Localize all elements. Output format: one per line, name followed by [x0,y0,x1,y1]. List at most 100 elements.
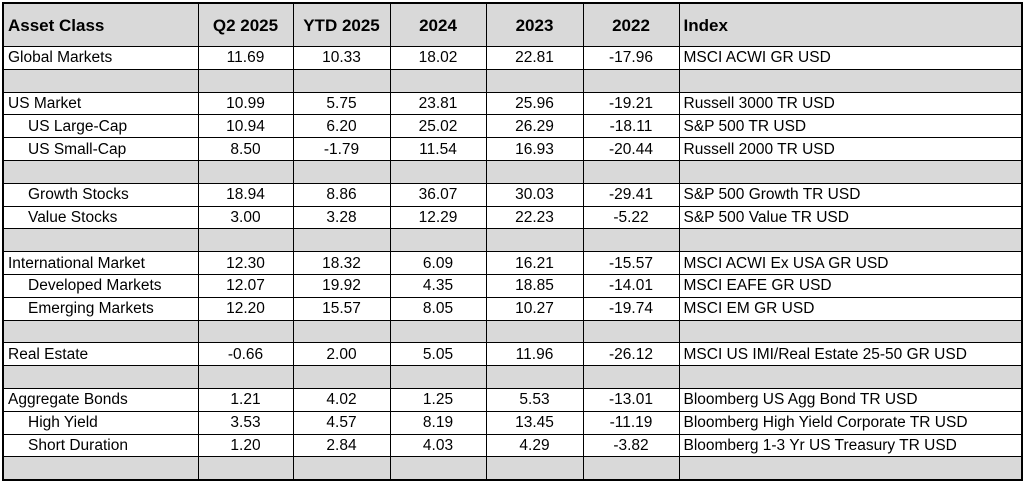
spacer-cell [678,365,1023,389]
2022-cell: -29.41 [582,182,680,207]
2023-cell: 11.96 [485,342,584,367]
q2-2025-cell: 3.53 [197,410,294,435]
asset-class-cell: Value Stocks [2,205,199,230]
table-row: Short Duration 1.20 2.84 4.03 4.29 -3.82 Bloom… [2,433,1023,458]
q2-2025-cell: 8.50 [197,137,294,161]
ytd-2025-cell: -1.79 [292,137,391,161]
index-cell: MSCI US IMI/Real Estate 25-50 GR USD [678,342,1023,367]
asset-class-cell: Emerging Markets [2,296,199,321]
2024-cell: 5.05 [389,342,487,367]
2022-cell: -26.12 [582,342,680,367]
spacer-cell [197,228,294,253]
2022-cell: -11.19 [582,410,680,435]
spacer-cell [197,159,294,184]
header-index: Index [678,2,1023,47]
2024-cell: 1.25 [389,387,487,412]
table-row: Global Markets 11.69 10.33 18.02 22.81 -17.96… [2,46,1023,70]
header-2022: 2022 [582,2,680,47]
header-asset-class: Asset Class [2,2,199,47]
spacer-row [2,68,1023,93]
2023-cell: 22.23 [485,205,584,230]
asset-class-cell: US Market [2,91,199,116]
table-row: High Yield 3.53 4.57 8.19 13.45 -11.19 Bloombe… [2,410,1023,435]
spacer-cell [197,365,294,389]
table-row: Aggregate Bonds 1.21 4.02 1.25 5.53 -13.01 Blo… [2,387,1023,412]
spacer-cell [582,228,680,253]
2024-cell: 11.54 [389,137,487,161]
spacer-row [2,228,1023,253]
2023-cell: 4.29 [485,433,584,458]
asset-class-cell: Real Estate [2,342,199,367]
2024-cell: 4.35 [389,273,487,298]
spacer-cell [389,228,487,253]
q2-2025-cell: 1.20 [197,433,294,458]
2024-cell: 18.02 [389,46,487,70]
2024-cell: 12.29 [389,205,487,230]
ytd-2025-cell: 8.86 [292,182,391,207]
table-row: Developed Markets 12.07 19.92 4.35 18.85 -14.… [2,273,1023,298]
spacer-cell [389,319,487,344]
ytd-2025-cell: 10.33 [292,46,391,70]
ytd-2025-cell: 2.84 [292,433,391,458]
ytd-2025-cell: 4.02 [292,387,391,412]
2023-cell: 10.27 [485,296,584,321]
spacer-cell [485,68,584,93]
2022-cell: -18.11 [582,114,680,139]
table-row: Emerging Markets 12.20 15.57 8.05 10.27 -19.7… [2,296,1023,321]
table-row: Real Estate -0.66 2.00 5.05 11.96 -26.12 MSCI … [2,342,1023,367]
asset-class-cell: Global Markets [2,46,199,70]
2023-cell: 25.96 [485,91,584,116]
spacer-row [2,159,1023,184]
q2-2025-cell: 10.94 [197,114,294,139]
asset-class-cell: US Small-Cap [2,137,199,161]
table-row: US Large-Cap 10.94 6.20 25.02 26.29 -18.11 S&P… [2,114,1023,139]
q2-2025-cell: 12.07 [197,273,294,298]
asset-class-cell: International Market [2,251,199,275]
2022-cell: -17.96 [582,46,680,70]
ytd-2025-cell: 15.57 [292,296,391,321]
spacer-cell [678,159,1023,184]
spacer-cell [2,365,199,389]
2022-cell: -15.57 [582,251,680,275]
2023-cell: 18.85 [485,273,584,298]
spacer-cell [485,456,584,481]
2022-cell: -19.21 [582,91,680,116]
spacer-cell [292,365,391,389]
spacer-cell [2,228,199,253]
spacer-cell [678,68,1023,93]
index-cell: Bloomberg US Agg Bond TR USD [678,387,1023,412]
index-cell: Russell 3000 TR USD [678,91,1023,116]
2022-cell: -19.74 [582,296,680,321]
spacer-cell [582,365,680,389]
asset-class-cell: US Large-Cap [2,114,199,139]
q2-2025-cell: 12.30 [197,251,294,275]
spacer-cell [485,228,584,253]
spacer-cell [582,319,680,344]
q2-2025-cell: 1.21 [197,387,294,412]
index-cell: MSCI ACWI Ex USA GR USD [678,251,1023,275]
spacer-cell [678,319,1023,344]
asset-class-cell: Developed Markets [2,273,199,298]
header-2024: 2024 [389,2,487,47]
index-cell: Bloomberg High Yield Corporate TR USD [678,410,1023,435]
spacer-cell [389,456,487,481]
table-row: International Market 12.30 18.32 6.09 16.21-… [2,251,1023,275]
index-cell: MSCI EAFE GR USD [678,273,1023,298]
index-cell: S&P 500 Value TR USD [678,205,1023,230]
ytd-2025-cell: 19.92 [292,273,391,298]
index-cell: MSCI ACWI GR USD [678,46,1023,70]
spacer-row [2,365,1023,389]
q2-2025-cell: -0.66 [197,342,294,367]
spacer-row [2,319,1023,344]
2022-cell: -5.22 [582,205,680,230]
spacer-cell [485,319,584,344]
spacer-cell [582,456,680,481]
spacer-cell [292,68,391,93]
spacer-cell [292,456,391,481]
q2-2025-cell: 18.94 [197,182,294,207]
table-row: Value Stocks 3.00 3.28 12.29 22.23 -5.22 S&P 5… [2,205,1023,230]
2023-cell: 13.45 [485,410,584,435]
2022-cell: -3.82 [582,433,680,458]
index-cell: S&P 500 Growth TR USD [678,182,1023,207]
